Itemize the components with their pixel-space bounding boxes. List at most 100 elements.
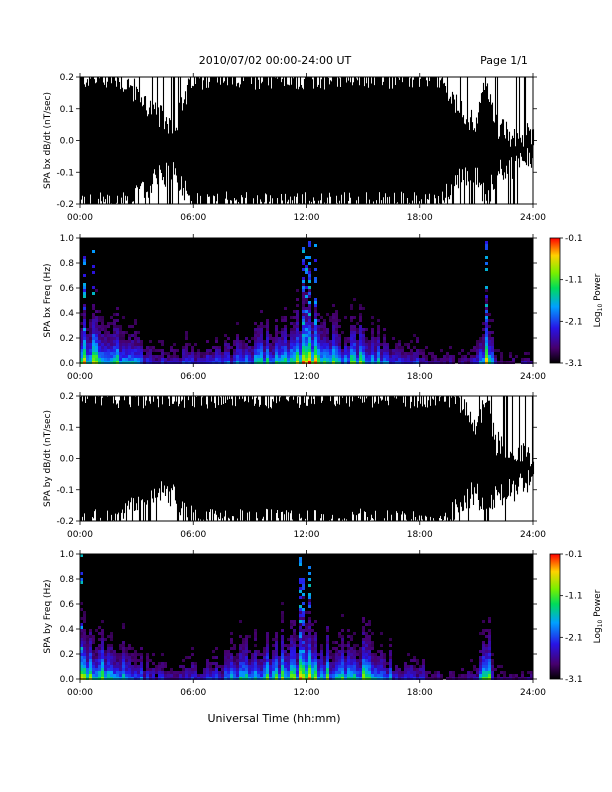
spectrogram-cell	[353, 644, 356, 647]
spectrogram-cell	[134, 671, 137, 674]
spectrogram-cell	[164, 671, 167, 674]
spectrogram-cell	[347, 656, 350, 659]
spectrogram-cell	[482, 668, 485, 671]
spectrogram-cell	[317, 343, 320, 346]
spectrogram-cell	[320, 337, 323, 340]
spectrogram-cell	[254, 671, 257, 674]
spectrogram-cell	[209, 674, 212, 677]
spectrogram-cell	[116, 340, 119, 343]
spectrogram-cell	[329, 665, 332, 668]
spectrogram-cell	[341, 656, 344, 659]
spectrogram-cell	[302, 304, 305, 307]
spectrogram-cell	[110, 656, 113, 659]
spectrogram-cell	[302, 656, 305, 659]
spectrogram-cell	[485, 650, 488, 653]
spectrogram-cell	[443, 358, 446, 361]
spectrogram-cell	[119, 331, 122, 334]
spectrogram-cell	[359, 331, 362, 334]
spectrogram-cell	[89, 659, 92, 662]
spectrogram-cell	[389, 671, 392, 674]
spectrogram-cell	[248, 358, 251, 361]
spectrogram-cell	[296, 355, 299, 358]
spectrogram-cell	[191, 355, 194, 358]
spectrogram-cell	[83, 611, 86, 614]
spectrogram-cell	[260, 337, 263, 340]
spectrogram-cell	[449, 671, 452, 674]
spectrogram-cell	[107, 656, 110, 659]
spectrogram-cell	[308, 358, 311, 361]
spectrogram-cell	[353, 316, 356, 319]
spectrogram-cell	[161, 653, 164, 656]
spectrogram-cell	[113, 349, 116, 352]
spectrogram-cell	[110, 671, 113, 674]
spectrogram-cell	[374, 671, 377, 674]
spectrogram-cell	[359, 647, 362, 650]
spectrogram-cell	[347, 647, 350, 650]
spectrogram-cell	[419, 674, 422, 677]
spectrogram-cell	[335, 328, 338, 331]
spectrogram-cell	[89, 674, 92, 677]
spectrogram-cell	[347, 635, 350, 638]
spectrogram-cell	[296, 346, 299, 349]
spectrogram-cell	[137, 668, 140, 671]
spectrogram-cell	[188, 668, 191, 671]
spectrogram-cell	[476, 355, 479, 358]
spectrogram-cell	[314, 313, 317, 316]
spectrogram-cell	[116, 662, 119, 665]
spectrogram-cell	[152, 355, 155, 358]
spectrogram-cell	[305, 334, 308, 337]
spectrogram-cell	[377, 674, 380, 677]
spectrogram-cell	[479, 343, 482, 346]
spectrogram-cell	[134, 337, 137, 340]
spectrogram-cell	[239, 346, 242, 349]
spectrogram-cell	[341, 665, 344, 668]
spectrogram-cell	[362, 674, 365, 677]
spectrogram-cell	[209, 355, 212, 358]
spectrogram-cell	[371, 328, 374, 331]
spectrogram-cell	[230, 638, 233, 641]
spectrogram-cell	[281, 334, 284, 337]
spectrogram-cell	[134, 674, 137, 677]
spectrogram-cell	[218, 671, 221, 674]
spectrogram-cell	[422, 674, 425, 677]
spectrogram-cell	[308, 596, 311, 599]
spectrogram-cell	[116, 355, 119, 358]
spectrogram-cell	[383, 668, 386, 671]
spectrogram-cell	[359, 334, 362, 337]
spectrogram-cell	[365, 665, 368, 668]
spectrogram-cell	[398, 346, 401, 349]
spectrogram-cell	[122, 346, 125, 349]
spectrogram-cell	[488, 355, 491, 358]
spectrogram-cell	[236, 352, 239, 355]
spectrogram-cell	[233, 352, 236, 355]
spectrogram-cell	[482, 662, 485, 665]
spectrogram-cell	[377, 659, 380, 662]
spectrogram-cell	[155, 668, 158, 671]
x-tick-label: 18:00	[407, 372, 433, 382]
spectrogram-cell	[95, 671, 98, 674]
spectrogram-cell	[422, 671, 425, 674]
spectrogram-cell	[353, 328, 356, 331]
spectrogram-cell	[350, 662, 353, 665]
spectrogram-cell	[332, 641, 335, 644]
spectrogram-cell	[308, 340, 311, 343]
spectrogram-cell	[362, 644, 365, 647]
spectrogram-cell	[359, 316, 362, 319]
spectrogram-cell	[269, 343, 272, 346]
spectrogram-cell	[377, 346, 380, 349]
spectrogram-cell	[350, 647, 353, 650]
spectrogram-cell	[494, 358, 497, 361]
spectrogram-cell	[128, 355, 131, 358]
spectrogram-cell	[401, 358, 404, 361]
spectrogram-cell	[350, 638, 353, 641]
spectrogram-cell	[314, 319, 317, 322]
spectrogram-cell	[230, 662, 233, 665]
spectrogram-cell	[488, 325, 491, 328]
spectrogram-cell	[332, 331, 335, 334]
spectrogram-cell	[101, 319, 104, 322]
spectrogram-cell	[92, 668, 95, 671]
spectrogram-cell	[278, 355, 281, 358]
spectrogram-cell	[260, 355, 263, 358]
spectrogram-cell	[263, 659, 266, 662]
spectrogram-cell	[335, 659, 338, 662]
